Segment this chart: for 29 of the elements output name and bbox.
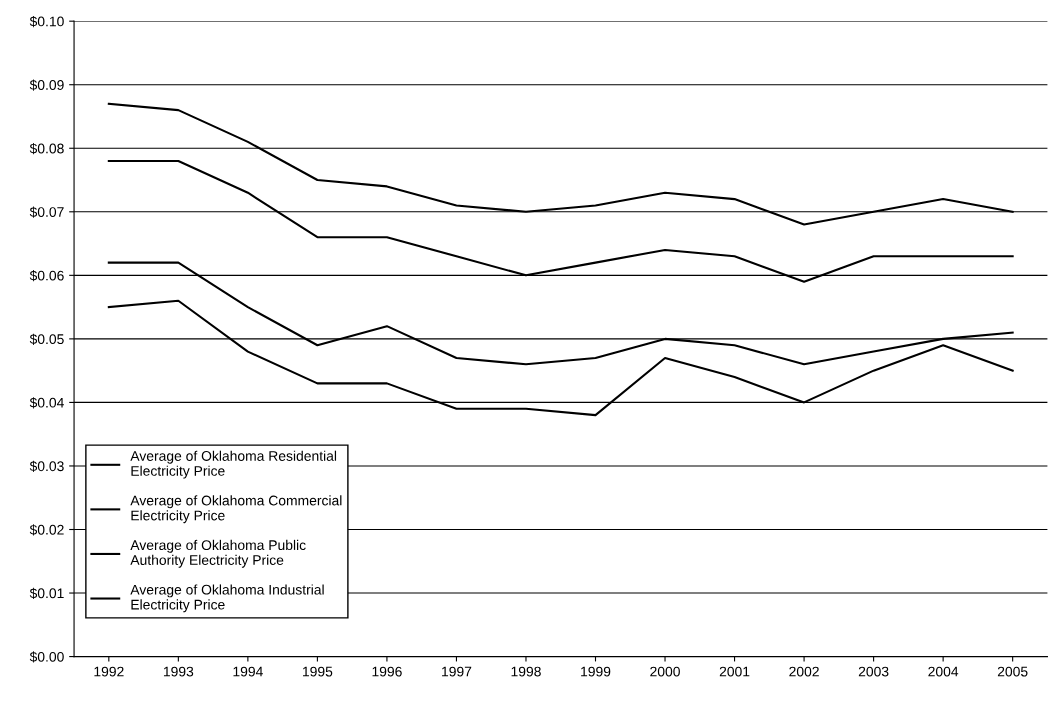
x-tick-label: 1998: [511, 666, 541, 677]
x-tick-label: 2002: [789, 666, 819, 677]
legend-label: Average of Oklahoma Public Authority Electricity Price: [130, 539, 306, 568]
x-tick-label: 1993: [163, 666, 194, 677]
x-tick-label: 1994: [233, 666, 263, 677]
x-tick-label: 1997: [442, 666, 472, 677]
y-tick-label: $0.07: [29, 206, 64, 218]
y-tick-label: $0.00: [29, 651, 64, 663]
x-tick-label: 1995: [303, 666, 333, 677]
y-tick-label: $0.10: [29, 15, 64, 28]
y-tick-label: $0.02: [29, 524, 64, 536]
x-tick-label: 2000: [650, 666, 680, 677]
x-tick-label: 1996: [372, 666, 402, 677]
y-tick-label: $0.03: [29, 460, 64, 472]
y-tick-label: $0.05: [29, 333, 64, 345]
x-tick-label: 2005: [997, 666, 1028, 677]
x-tick-label: 2001: [719, 666, 750, 677]
x-tick-label: 2004: [928, 666, 959, 677]
y-tick-label: $0.01: [29, 587, 64, 600]
x-tick-label: 1999: [581, 666, 611, 677]
legend-label: Average of Oklahoma Commercial Electricity Price: [130, 495, 342, 524]
legend-label: Average of Oklahoma Residential Electricity Price: [130, 450, 337, 479]
y-tick-label: $0.04: [29, 397, 64, 409]
y-tick-label: $0.06: [29, 270, 64, 282]
legend-label: Average of Oklahoma Industrial Electricity Price: [130, 584, 324, 613]
x-tick-label: 2003: [858, 666, 889, 677]
y-tick-label: $0.09: [29, 79, 64, 91]
x-tick-label: 1992: [94, 666, 124, 677]
y-tick-label: $0.08: [29, 143, 64, 155]
